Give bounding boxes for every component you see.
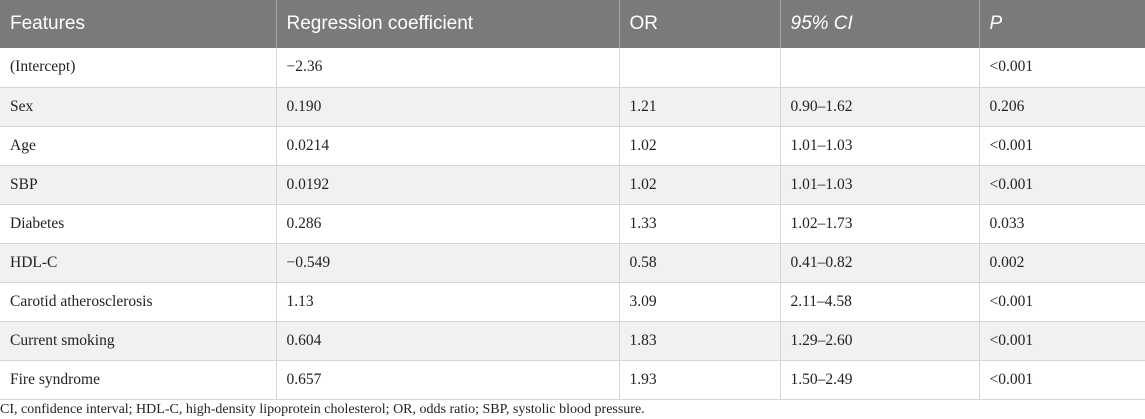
- cell-coefficient: 1.13: [275, 282, 619, 322]
- table-body: (Intercept) −2.36 <0.001 Sex 0.190 1.21 …: [0, 48, 1145, 400]
- cell-or: 1.83: [618, 321, 780, 361]
- cell-or: [618, 48, 780, 88]
- cell-or: 1.21: [618, 87, 780, 127]
- table-row: Sex 0.190 1.21 0.90–1.62 0.206: [0, 87, 1145, 127]
- regression-table: Features Regression coefficient OR 95% C…: [0, 0, 1145, 400]
- cell-ci: 1.29–2.60: [779, 321, 979, 361]
- table-header: Features Regression coefficient OR 95% C…: [0, 0, 1145, 48]
- table-footnote: CI, confidence interval; HDL-C, high-den…: [0, 402, 645, 417]
- cell-ci: [779, 48, 979, 88]
- table-row: (Intercept) −2.36 <0.001: [0, 48, 1145, 88]
- cell-p: 0.206: [978, 87, 1145, 127]
- cell-ci: 1.01–1.03: [779, 165, 979, 205]
- cell-or: 1.02: [618, 126, 780, 166]
- header-or: OR: [618, 0, 780, 48]
- cell-feature: Fire syndrome: [0, 360, 276, 400]
- header-row: Features Regression coefficient OR 95% C…: [0, 0, 1145, 48]
- cell-p: 0.033: [978, 204, 1145, 244]
- cell-feature: Sex: [0, 87, 276, 127]
- table-row: Fire syndrome 0.657 1.93 1.50–2.49 <0.00…: [0, 360, 1145, 400]
- header-p: P: [978, 0, 1145, 48]
- cell-coefficient: −2.36: [275, 48, 619, 88]
- cell-p: <0.001: [978, 321, 1145, 361]
- table-row: SBP 0.0192 1.02 1.01–1.03 <0.001: [0, 165, 1145, 205]
- cell-or: 3.09: [618, 282, 780, 322]
- cell-p: <0.001: [978, 282, 1145, 322]
- cell-or: 1.33: [618, 204, 780, 244]
- cell-coefficient: 0.0192: [275, 165, 619, 205]
- cell-or: 0.58: [618, 243, 780, 283]
- cell-coefficient: 0.657: [275, 360, 619, 400]
- cell-ci: 1.02–1.73: [779, 204, 979, 244]
- cell-ci: 1.50–2.49: [779, 360, 979, 400]
- cell-p: <0.001: [978, 126, 1145, 166]
- cell-coefficient: 0.604: [275, 321, 619, 361]
- cell-coefficient: 0.190: [275, 87, 619, 127]
- cell-p: <0.001: [978, 360, 1145, 400]
- cell-coefficient: 0.0214: [275, 126, 619, 166]
- table-row: Age 0.0214 1.02 1.01–1.03 <0.001: [0, 126, 1145, 166]
- cell-feature: Age: [0, 126, 276, 166]
- table-row: Current smoking 0.604 1.83 1.29–2.60 <0.…: [0, 321, 1145, 361]
- cell-p: <0.001: [978, 48, 1145, 88]
- table-row: Carotid atherosclerosis 1.13 3.09 2.11–4…: [0, 282, 1145, 322]
- header-features: Features: [10, 13, 85, 34]
- table-row: Diabetes 0.286 1.33 1.02–1.73 0.033: [0, 204, 1145, 244]
- cell-feature: Diabetes: [0, 204, 276, 244]
- cell-feature: Carotid atherosclerosis: [0, 282, 276, 322]
- cell-or: 1.93: [618, 360, 780, 400]
- cell-ci: 1.01–1.03: [779, 126, 979, 166]
- cell-feature: SBP: [0, 165, 276, 205]
- cell-ci: 0.90–1.62: [779, 87, 979, 127]
- header-regression-coefficient: Regression coefficient: [275, 0, 619, 48]
- cell-coefficient: −0.549: [275, 243, 619, 283]
- cell-or: 1.02: [618, 165, 780, 205]
- table-row: HDL-C −0.549 0.58 0.41–0.82 0.002: [0, 243, 1145, 283]
- cell-feature: (Intercept): [0, 48, 276, 88]
- cell-feature: Current smoking: [0, 321, 276, 361]
- cell-coefficient: 0.286: [275, 204, 619, 244]
- cell-p: <0.001: [978, 165, 1145, 205]
- cell-ci: 2.11–4.58: [779, 282, 979, 322]
- cell-p: 0.002: [978, 243, 1145, 283]
- cell-ci: 0.41–0.82: [779, 243, 979, 283]
- header-95-ci: 95% CI: [779, 0, 979, 48]
- cell-feature: HDL-C: [0, 243, 276, 283]
